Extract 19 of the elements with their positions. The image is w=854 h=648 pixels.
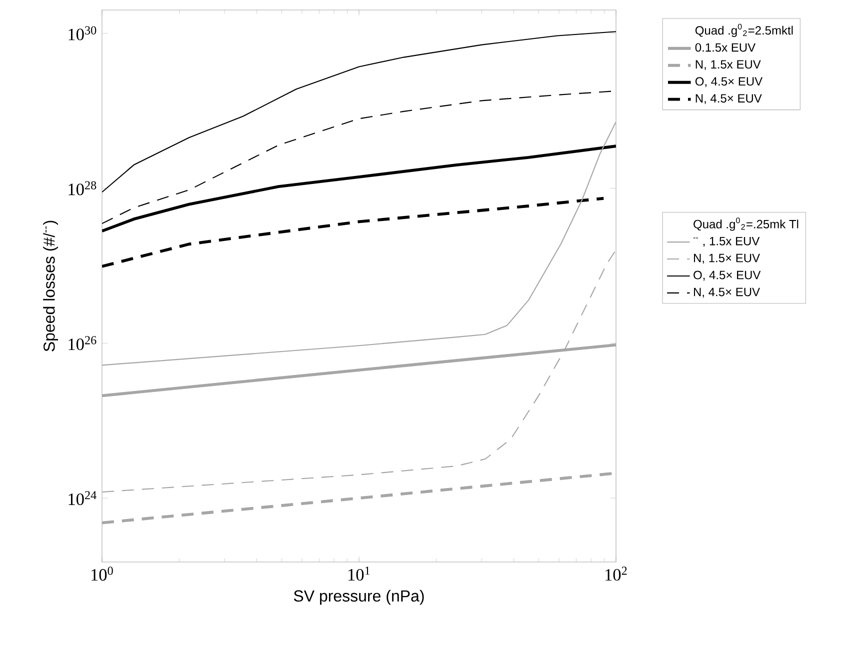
legend-label: 0.1.5x EUV	[695, 43, 756, 52]
y-tick-label: 10$^{30}$	[68, 26, 96, 40]
legend-label: $^{--}$ , 1.5x EUV	[693, 236, 760, 247]
x-tick-label: 10$^{2}$	[605, 566, 627, 581]
legend-label: N, 4.5× EUV	[696, 94, 762, 104]
y-tick-label: 10$^{24}$	[68, 491, 96, 506]
y-tick-label: 10$^{26}$	[68, 336, 96, 350]
text: Quad .g$^{0}$$_{2}$=.25mk Tl	[694, 218, 798, 231]
legend-title: Quad .g$^{0}$$_{2}$=2.5mktl	[695, 24, 793, 38]
legend-label: N, 1.5× EUV	[694, 254, 760, 264]
x-tick-label: 10$^{0}$	[92, 566, 113, 581]
x-tick-label: 10$^{1}$	[348, 566, 370, 581]
legend-label: O, 4.5× EUV	[695, 77, 763, 88]
x-axis-title: SV pressure (nPa)	[294, 590, 424, 605]
legend-label: O, 4.5× EUV	[694, 270, 761, 281]
legend-label: N, 4.5× EUV	[694, 288, 760, 298]
y-axis-title: Speed losses (#/$^{--}$)	[43, 220, 58, 352]
y-tick-label: 10$^{28}$	[68, 181, 96, 196]
legend-label: N, 1.5x EUV	[696, 60, 761, 70]
